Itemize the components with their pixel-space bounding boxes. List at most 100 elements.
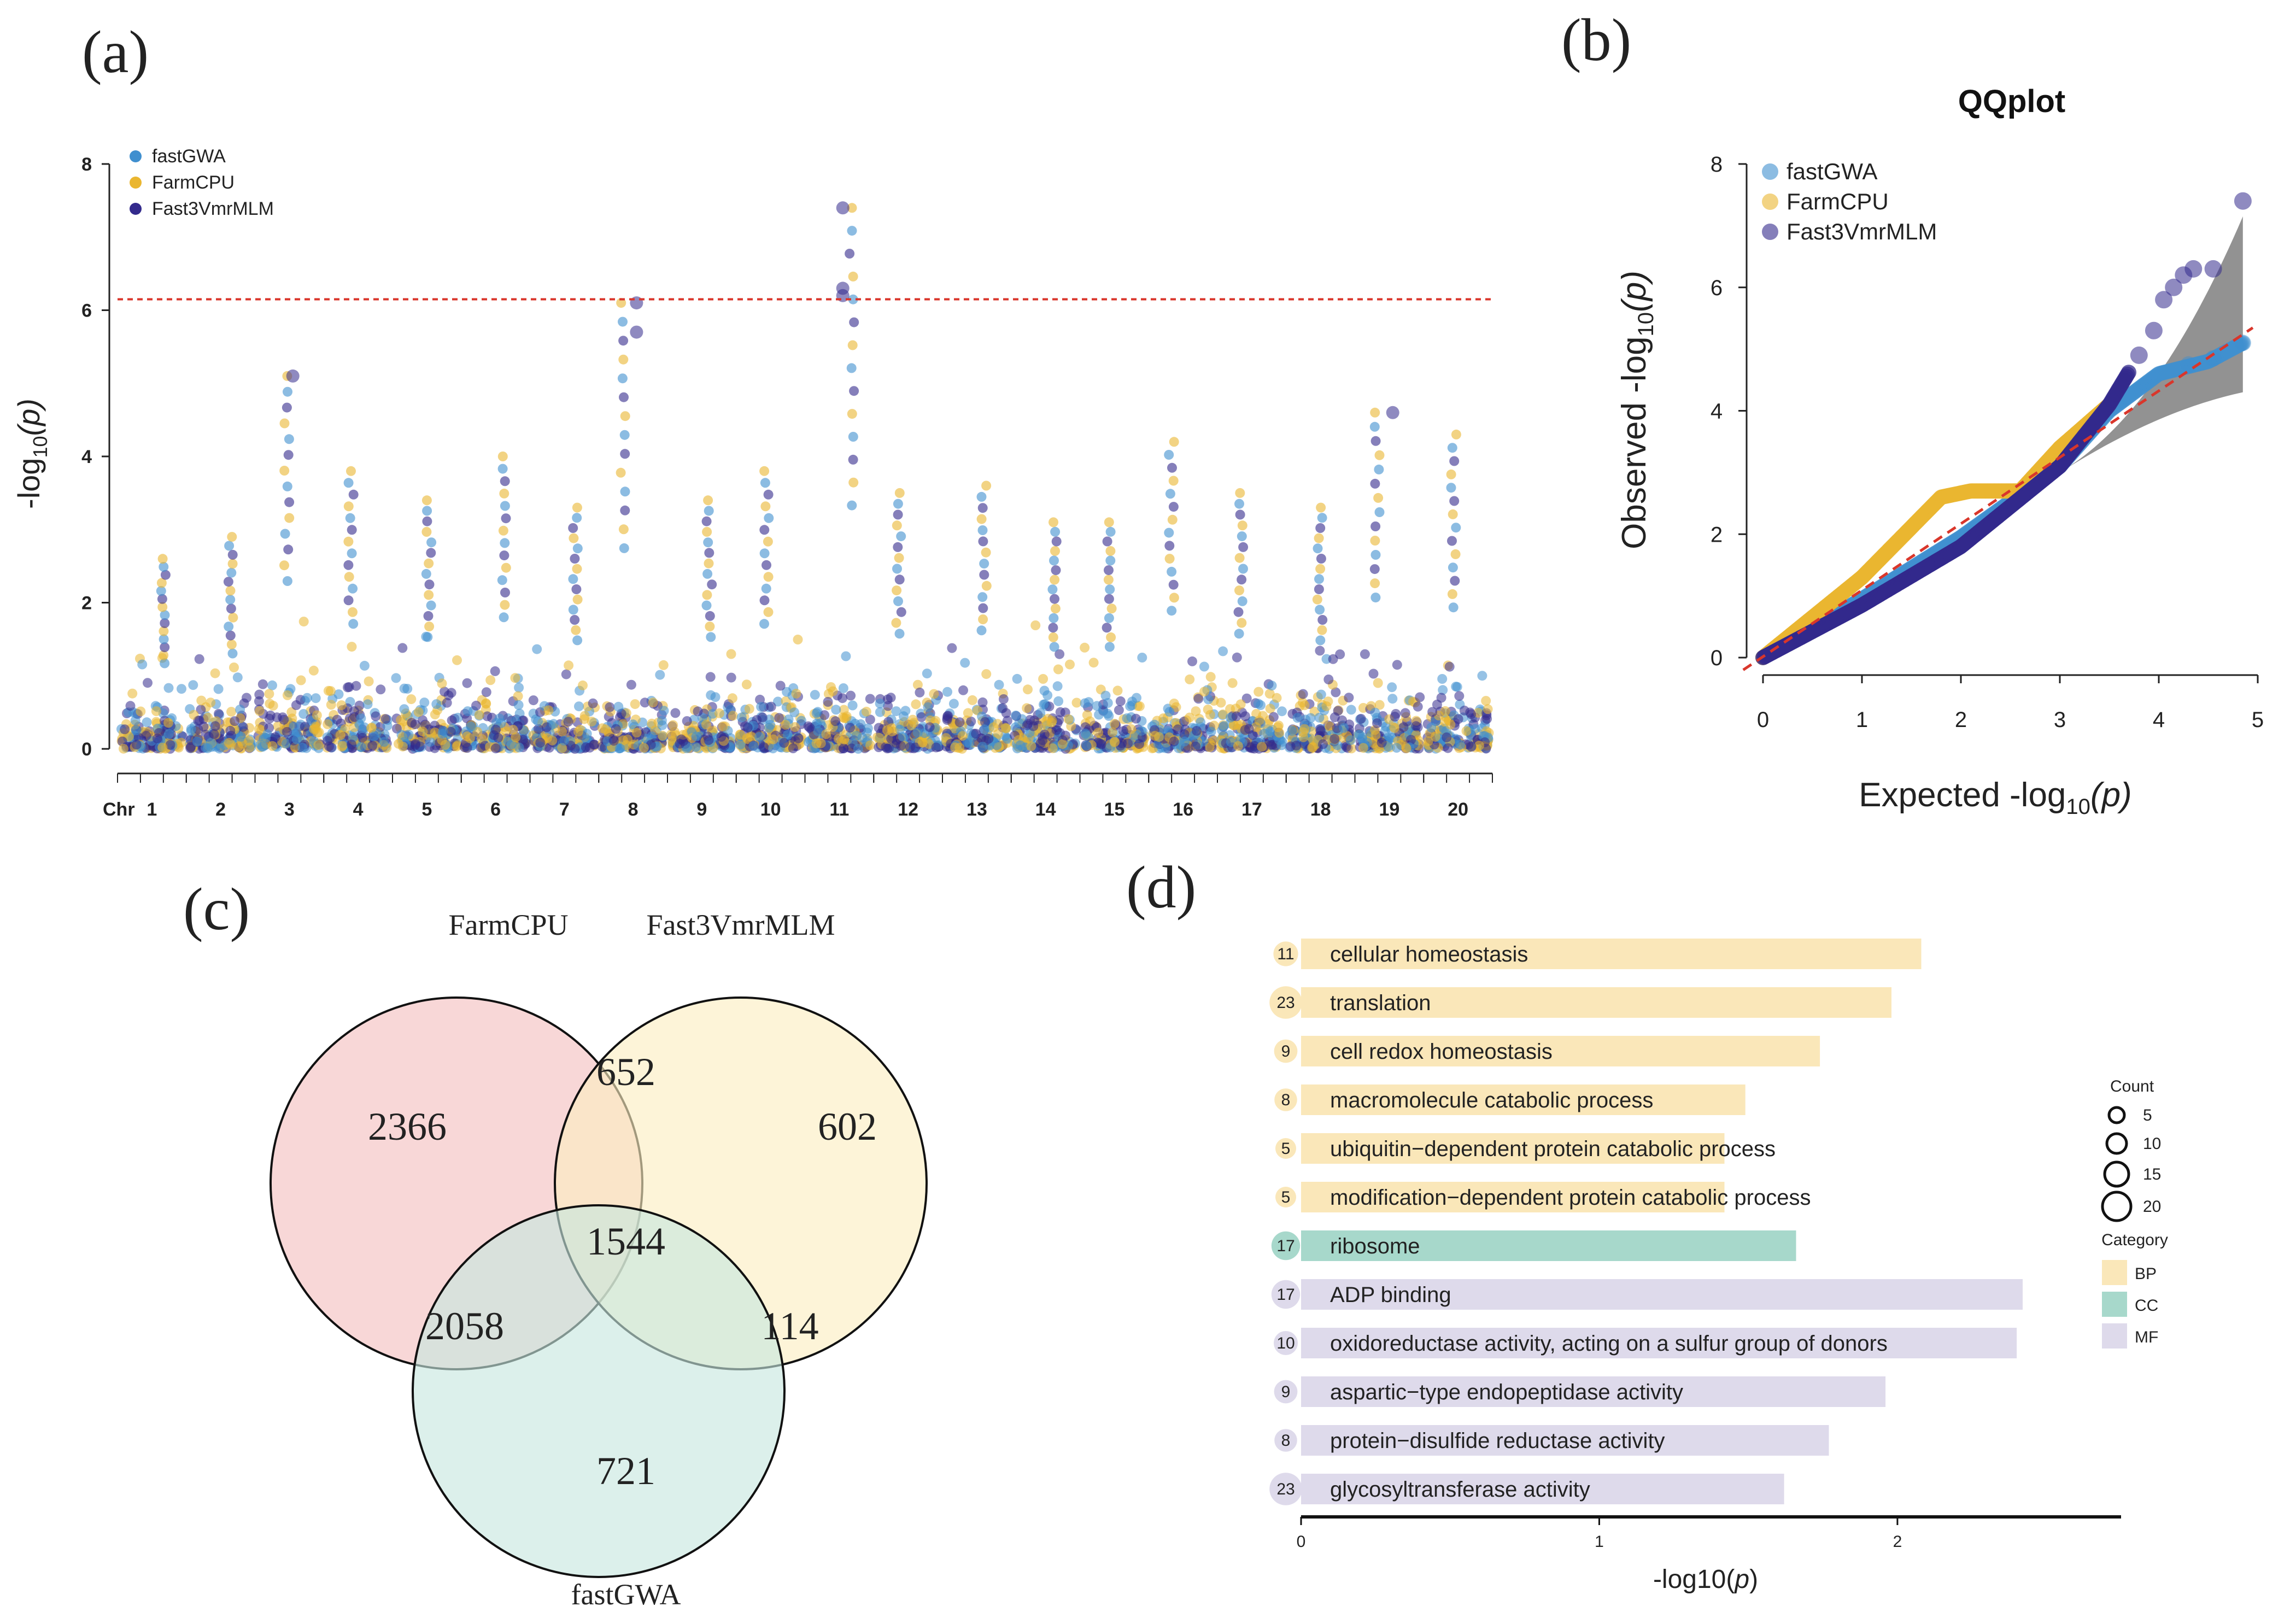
manhattan-point: [619, 392, 629, 402]
manhattan-point: [845, 723, 855, 733]
manhattan-point: [1050, 526, 1061, 537]
go-bar-BP: [1301, 1133, 1725, 1164]
manhattan-point: [1374, 464, 1384, 474]
manhattan-point: [1332, 723, 1342, 734]
manhattan-point: [782, 730, 793, 740]
manhattan-point: [893, 596, 903, 606]
manhattan-point: [1308, 742, 1318, 752]
manhattan-point: [1088, 658, 1099, 668]
manhattan-point: [462, 678, 472, 688]
manhattan-point: [1374, 507, 1385, 517]
manhattan-point: [1081, 740, 1092, 751]
manhattan-point: [620, 449, 630, 459]
manhattan-point: [958, 685, 968, 695]
manhattan-y-tick-label: 0: [81, 739, 92, 760]
manhattan-point: [1164, 527, 1174, 538]
go-count-bubble: [1275, 1187, 1296, 1207]
manhattan-point: [1323, 675, 1334, 684]
manhattan-point: [1466, 709, 1477, 719]
manhattan-point: [283, 450, 294, 460]
manhattan-point: [136, 706, 146, 717]
manhattan-point: [728, 711, 738, 721]
qq-point: [2121, 365, 2136, 380]
manhattan-point: [226, 603, 236, 614]
manhattan-point: [760, 478, 770, 488]
manhattan-point: [907, 714, 918, 725]
manhattan-point: [1118, 726, 1128, 736]
manhattan-point: [736, 712, 747, 723]
manhattan-point: [1315, 564, 1326, 574]
venn-set-label-fastgwa: fastGWA: [571, 1578, 681, 1611]
manhattan-point: [410, 719, 420, 730]
manhattan-point: [657, 720, 667, 730]
manhattan-point: [1234, 585, 1244, 596]
manhattan-point: [160, 610, 170, 620]
manhattan-point: [823, 697, 833, 707]
go-category-legend-title: Category: [2101, 1231, 2168, 1249]
manhattan-point: [1096, 739, 1106, 749]
manhattan-point: [1092, 701, 1102, 711]
manhattan-point: [1199, 661, 1209, 672]
manhattan-point: [1168, 502, 1179, 512]
manhattan-point: [702, 590, 712, 600]
manhattan-point: [380, 714, 391, 724]
manhattan-point: [894, 553, 904, 563]
qq-point-tail: [2184, 260, 2203, 278]
manhattan-point: [1451, 682, 1461, 692]
manhattan-point: [1390, 712, 1400, 722]
manhattan-point: [805, 723, 815, 733]
manhattan-point: [910, 742, 921, 753]
manhattan-point: [348, 489, 359, 500]
manhattan-point: [1134, 739, 1144, 749]
manhattan-point: [367, 741, 378, 751]
manhattan-point: [1081, 730, 1091, 740]
manhattan-point: [619, 430, 630, 440]
manhattan-point: [1317, 513, 1327, 523]
manhattan-point: [848, 294, 858, 304]
manhattan-point: [258, 741, 268, 752]
manhattan-point: [267, 741, 278, 751]
manhattan-point: [323, 685, 333, 696]
manhattan-point: [1231, 704, 1241, 714]
go-x-tick-label: 0: [1297, 1533, 1306, 1551]
manhattan-point: [1047, 743, 1058, 753]
manhattan-point: [279, 714, 289, 725]
qq-point-tail: [2155, 291, 2173, 309]
manhattan-point: [1104, 517, 1114, 527]
manhattan-point: [406, 694, 417, 705]
manhattan-point: [452, 655, 462, 665]
manhattan-point: [419, 697, 430, 708]
go-enrichment-panel: (d) 11 cellular homeostasis 23 translation 9…: [1126, 854, 2168, 1594]
manhattan-notable-point: [836, 201, 850, 215]
manhattan-point: [1169, 593, 1179, 603]
manhattan-point: [1102, 623, 1112, 633]
manhattan-point: [979, 724, 989, 735]
manhattan-point: [1150, 731, 1160, 741]
manhattan-point: [347, 548, 357, 559]
manhattan-point: [1049, 555, 1059, 566]
manhattan-point: [572, 543, 583, 554]
manhattan-point: [971, 729, 981, 739]
manhattan-point: [192, 736, 202, 747]
go-term-label: modification−dependent protein catabolic…: [1330, 1186, 1811, 1210]
manhattan-point: [915, 687, 925, 697]
manhattan-point: [701, 516, 712, 526]
manhattan-point: [312, 710, 322, 720]
manhattan-point: [793, 635, 803, 644]
manhattan-point: [297, 742, 308, 753]
manhattan-point: [296, 675, 306, 685]
manhattan-point: [1335, 649, 1345, 659]
manhattan-point: [425, 737, 435, 747]
manhattan-point: [1094, 710, 1104, 720]
manhattan-point: [757, 712, 768, 723]
manhattan-point: [282, 690, 292, 700]
qq-y-axis-label-paren: (p): [1615, 271, 1653, 312]
manhattan-point: [279, 466, 290, 476]
manhattan-point: [1377, 737, 1387, 748]
manhattan-point: [1430, 731, 1440, 742]
manhattan-point: [485, 675, 496, 685]
venn-panel: (c) FarmCPU Fast3VmrMLM fastGWA 2366 602 721 6…: [183, 876, 928, 1611]
manhattan-point: [954, 717, 965, 728]
manhattan-point: [998, 694, 1009, 704]
manhattan-point: [1039, 699, 1049, 710]
